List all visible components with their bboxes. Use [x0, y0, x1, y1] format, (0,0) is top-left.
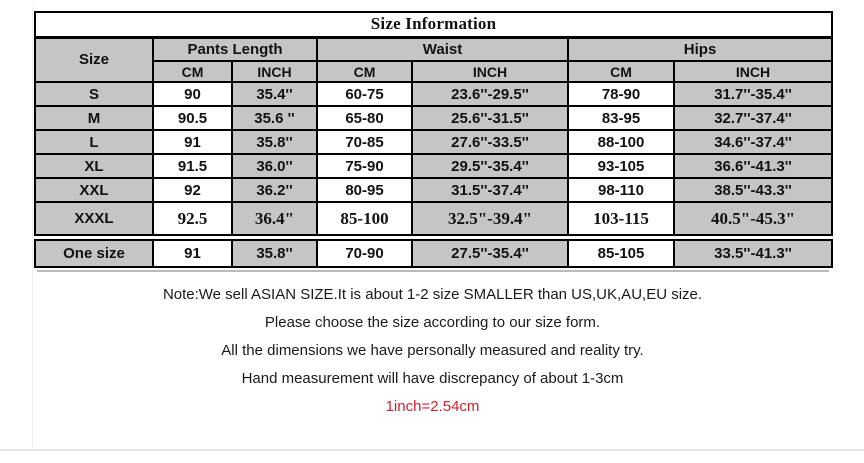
cell-waist-cm: 60-75 — [316, 81, 413, 107]
note-line: All the dimensions we have personally me… — [221, 342, 644, 359]
cell-waist-cm: 75-90 — [316, 153, 413, 179]
unit-header-row: CM INCH CM INCH CM INCH — [35, 60, 834, 83]
cell-waist-inch: 31.5''-37.4'' — [411, 177, 569, 203]
table-shadow-line — [37, 270, 829, 272]
cell-waist-inch: 23.6''-29.5'' — [411, 81, 569, 107]
cell-pants-cm: 92.5 — [152, 201, 233, 236]
cell-size: L — [34, 129, 154, 155]
cell-pants-cm: 90.5 — [152, 105, 233, 131]
table-row-one-size: One size 91 35.8'' 70-90 27.5''-35.4'' 8… — [34, 239, 833, 268]
cell-waist-cm: 85-100 — [316, 201, 413, 236]
cell-hips-cm: 93-105 — [567, 153, 675, 179]
note-line: Please choose the size according to our … — [264, 314, 601, 331]
cell-size: XXXL — [34, 201, 154, 236]
size-table: Size Information Size Pants Length Waist… — [33, 11, 834, 236]
size-chart-container: Size Information Size Pants Length Waist… — [33, 11, 834, 417]
table-row-m: M 90.5 35.6 '' 65-80 25.6''-31.5'' 83-95… — [34, 105, 834, 131]
cell-hips-cm: 103-115 — [567, 201, 675, 236]
cell-hips-cm: 83-95 — [567, 105, 675, 131]
cell-pants-inch: 35.6 '' — [231, 105, 318, 131]
cell-pants-cm: 91 — [152, 239, 233, 268]
cell-hips-inch: 34.6''-37.4'' — [672, 129, 834, 155]
unit-header-inch: INCH — [411, 60, 569, 83]
cell-pants-cm: 92 — [152, 177, 233, 203]
table-title-row: Size Information — [33, 11, 834, 39]
inch-conversion-note: 1inch=2.54cm — [385, 398, 480, 415]
cell-hips-inch: 36.6''-41.3'' — [672, 153, 834, 179]
cell-pants-inch: 35.4'' — [231, 81, 318, 107]
unit-header-cm: CM — [316, 60, 413, 83]
unit-header-inch: INCH — [672, 60, 834, 83]
unit-header-cm: CM — [152, 60, 233, 83]
cell-pants-cm: 90 — [152, 81, 233, 107]
note-line: Note:We sell ASIAN SIZE.It is about 1-2 … — [162, 286, 703, 303]
cell-pants-inch: 35.8'' — [231, 239, 318, 268]
cell-waist-cm: 65-80 — [316, 105, 413, 131]
cell-waist-cm: 80-95 — [316, 177, 413, 203]
cell-waist-inch: 25.6''-31.5'' — [411, 105, 569, 131]
column-group-pants-length: Pants Length — [152, 36, 318, 62]
cell-size: S — [34, 81, 154, 107]
cell-pants-inch: 35.8'' — [231, 129, 318, 155]
cell-pants-cm: 91 — [152, 129, 233, 155]
container-left-edge — [32, 6, 33, 451]
cell-hips-inch: 40.5"-45.3" — [672, 201, 834, 236]
cell-hips-cm: 88-100 — [567, 129, 675, 155]
group-header-row: Size Pants Length Waist Hips — [34, 36, 834, 83]
cell-pants-inch: 36.2'' — [231, 177, 318, 203]
page-title: Size Information — [33, 11, 834, 39]
cell-pants-inch: 36.4" — [231, 201, 318, 236]
table-row-xxxl: XXXL 92.5 36.4" 85-100 32.5"-39.4" 103-1… — [34, 201, 834, 236]
table-row-s: S 90 35.4'' 60-75 23.6''-29.5'' 78-90 31… — [34, 81, 834, 107]
cell-pants-inch: 36.0'' — [231, 153, 318, 179]
cell-size: XL — [34, 153, 154, 179]
table-row-xl: XL 91.5 36.0'' 75-90 29.5''-35.4'' 93-10… — [34, 153, 834, 179]
cell-hips-inch: 33.5''-41.3'' — [673, 239, 833, 268]
column-group-waist: Waist — [316, 36, 569, 62]
cell-size: M — [34, 105, 154, 131]
table-row-xxl: XXL 92 36.2'' 80-95 31.5''-37.4'' 98-110… — [34, 177, 834, 203]
cell-hips-inch: 38.5''-43.3'' — [672, 177, 834, 203]
cell-hips-inch: 32.7''-37.4'' — [672, 105, 834, 131]
cell-waist-inch: 29.5''-35.4'' — [411, 153, 569, 179]
cell-hips-cm: 78-90 — [567, 81, 675, 107]
unit-header-cm: CM — [567, 60, 675, 83]
note-line: Hand measurement will have discrepancy o… — [241, 370, 624, 387]
cell-hips-cm: 85-105 — [567, 239, 675, 268]
cell-waist-cm: 70-90 — [316, 239, 413, 268]
notes-section: Note:We sell ASIAN SIZE.It is about 1-2 … — [34, 285, 831, 417]
table-row-l: L 91 35.8'' 70-85 27.6''-33.5'' 88-100 3… — [34, 129, 834, 155]
column-group-hips: Hips — [566, 36, 834, 62]
cell-size: One size — [34, 239, 154, 268]
cell-waist-inch: 32.5"-39.4" — [411, 201, 569, 236]
cell-hips-inch: 31.7''-35.4'' — [672, 81, 834, 107]
cell-pants-cm: 91.5 — [152, 153, 233, 179]
cell-waist-cm: 70-85 — [316, 129, 413, 155]
column-header-size: Size — [34, 36, 154, 83]
one-size-table: One size 91 35.8'' 70-90 27.5''-35.4'' 8… — [34, 239, 833, 268]
cell-hips-cm: 98-110 — [567, 177, 675, 203]
cell-size: XXL — [34, 177, 154, 203]
unit-header-inch: INCH — [231, 60, 318, 83]
cell-waist-inch: 27.6''-33.5'' — [411, 129, 569, 155]
cell-waist-inch: 27.5''-35.4'' — [411, 239, 569, 268]
bottom-divider — [0, 449, 864, 451]
